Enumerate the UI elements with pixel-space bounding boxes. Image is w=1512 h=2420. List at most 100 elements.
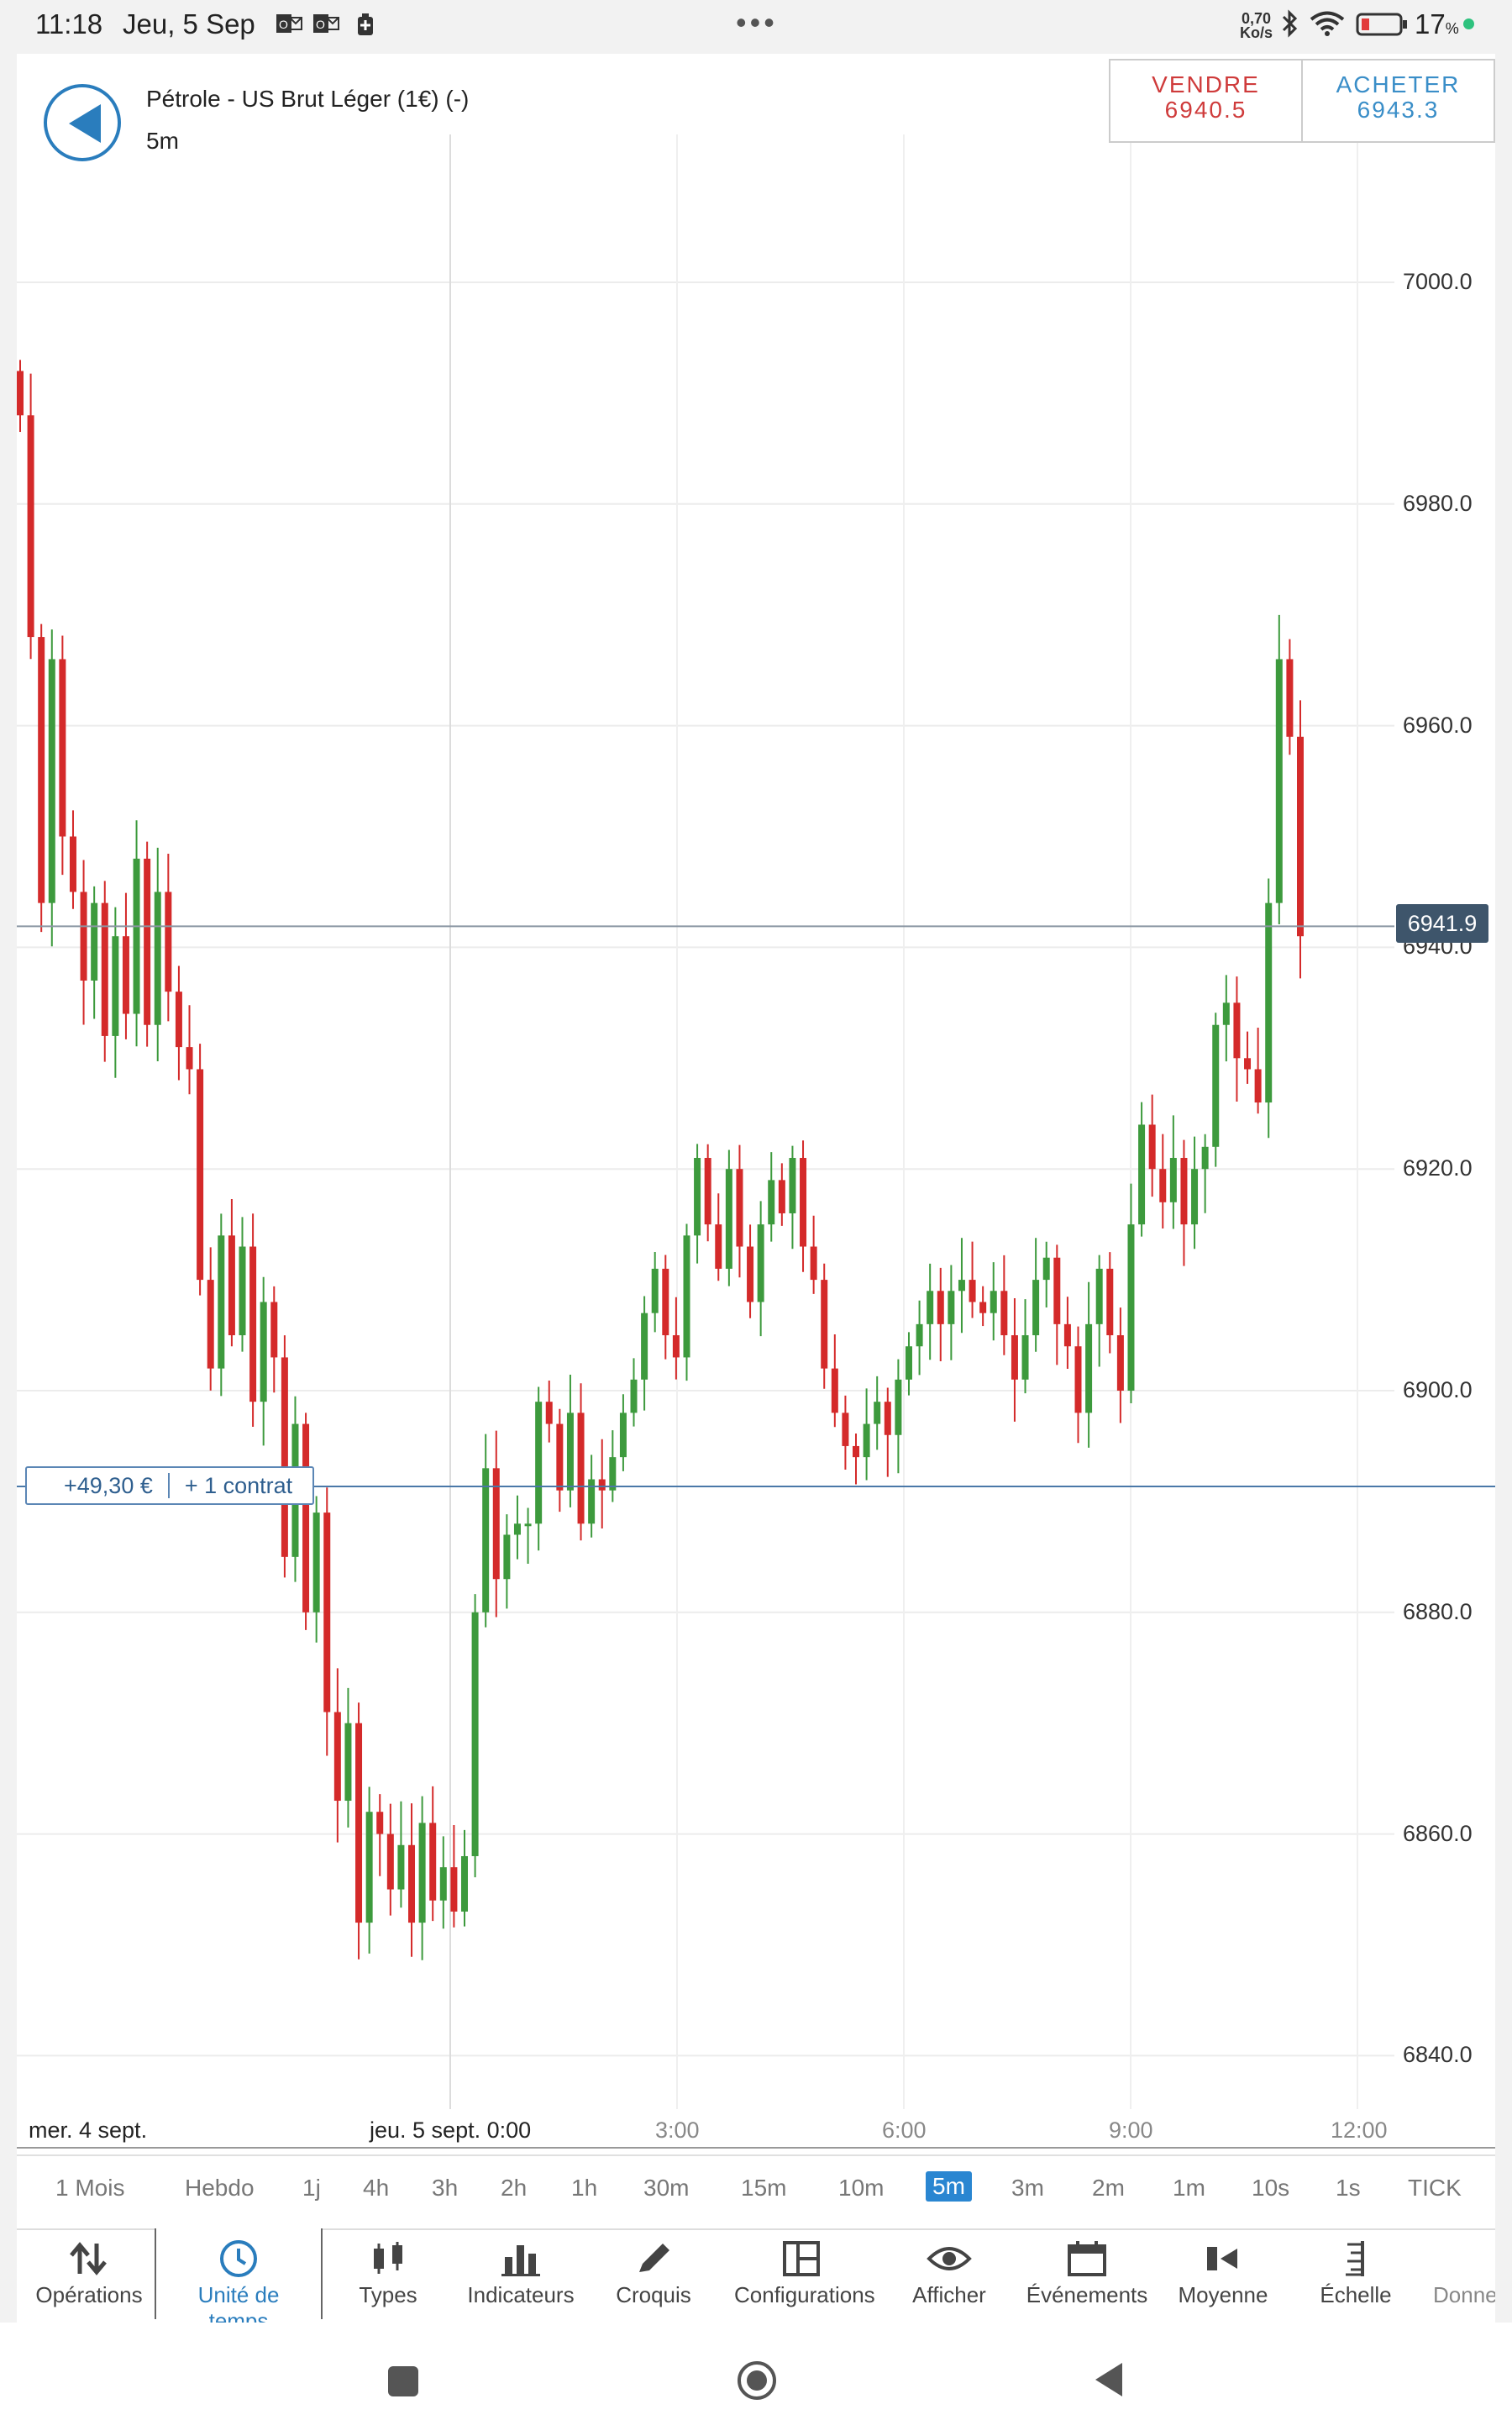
tool-label: Types	[359, 2282, 417, 2307]
candle	[1254, 1028, 1262, 1114]
tool-configurations[interactable]: Configurations	[734, 2235, 875, 2308]
candle	[27, 373, 34, 660]
tool-evenements[interactable]: Événements	[1020, 2235, 1154, 2308]
candle	[471, 1594, 479, 1878]
candle	[344, 1687, 352, 1828]
price-tick-label: 6900.0	[1403, 1377, 1473, 1402]
candle	[1127, 1183, 1135, 1404]
position-line[interactable]	[17, 1486, 1495, 1487]
candle	[1074, 1326, 1082, 1444]
candle	[1286, 639, 1294, 755]
timeframe-10m[interactable]: 10m	[838, 2175, 885, 2201]
candle	[1063, 1297, 1071, 1370]
candle	[598, 1439, 606, 1528]
timeframe-1m[interactable]: 1m	[1173, 2175, 1205, 2201]
candle	[1053, 1244, 1061, 1365]
chart-area[interactable]	[17, 54, 1495, 2146]
buy-button[interactable]: ACHETER 6943.3	[1303, 60, 1494, 141]
tool-moyenne[interactable]: Moyenne	[1156, 2235, 1290, 2308]
chart-grid	[17, 134, 1495, 2149]
candle	[545, 1381, 553, 1443]
timeframe-1j[interactable]: 1j	[302, 2175, 321, 2201]
candle	[482, 1434, 490, 1628]
candle	[1042, 1241, 1050, 1307]
candle	[630, 1358, 638, 1427]
price-tick-label: 6920.0	[1403, 1155, 1473, 1181]
candle	[80, 860, 87, 1025]
timeframe-4h[interactable]: 4h	[363, 2175, 390, 2201]
candle	[577, 1383, 585, 1541]
candle	[355, 1702, 363, 1960]
candle	[1275, 614, 1283, 924]
back-nav-icon[interactable]	[1092, 2360, 1126, 2404]
timeframe-30m[interactable]: 30m	[643, 2175, 690, 2201]
candle	[312, 1496, 320, 1643]
tool-operations[interactable]: Opérations	[22, 2235, 156, 2308]
candle	[958, 1238, 965, 1334]
timeframe-3h[interactable]: 3h	[432, 2175, 459, 2201]
candle	[302, 1413, 310, 1630]
candle	[249, 1213, 257, 1428]
timeframe-1-mois[interactable]: 1 Mois	[55, 2175, 125, 2201]
candle	[1201, 1134, 1209, 1213]
timeframe-1s[interactable]: 1s	[1336, 2175, 1361, 2201]
candle	[683, 1223, 690, 1381]
position-pnl: +49,30 €	[27, 1473, 170, 1498]
position-badge[interactable]: +49,30 € + 1 contrat	[25, 1466, 314, 1505]
candle	[556, 1408, 564, 1512]
candle	[1106, 1252, 1114, 1354]
sell-button[interactable]: VENDRE 6940.5	[1110, 60, 1303, 141]
timeframe-3m[interactable]: 3m	[1011, 2175, 1044, 2201]
timeframe-2h[interactable]: 2h	[501, 2175, 528, 2201]
tool-afficher[interactable]: Afficher	[882, 2235, 1016, 2308]
average-icon	[1156, 2235, 1290, 2282]
candle	[895, 1359, 902, 1474]
candle	[694, 1144, 701, 1264]
calendar-icon	[1020, 2235, 1154, 2282]
price-tick-label: 6860.0	[1403, 1820, 1473, 1846]
home-icon[interactable]	[736, 2360, 778, 2406]
candle	[672, 1297, 680, 1380]
tool-types[interactable]: Types	[321, 2235, 455, 2308]
time-tick-label: mer. 4 sept.	[29, 2118, 148, 2143]
timeframe-tick[interactable]: TICK	[1408, 2175, 1462, 2201]
candle	[619, 1394, 627, 1471]
candle	[662, 1255, 669, 1360]
tool-indicateurs[interactable]: Indicateurs	[454, 2235, 588, 2308]
timeframe-10s[interactable]: 10s	[1252, 2175, 1290, 2201]
candle	[239, 1217, 246, 1352]
data-icon	[1411, 2235, 1495, 2282]
instrument-name: Pétrole - US Brut Léger (1€) (-)	[146, 86, 470, 112]
candle	[979, 1286, 987, 1327]
tool-unite-de-temps[interactable]: Unité de temps	[171, 2235, 306, 2334]
price-tick-label: 6980.0	[1403, 490, 1473, 516]
candle	[197, 1044, 204, 1296]
tool-echelle[interactable]: Échelle	[1289, 2235, 1423, 2308]
timeframe-5m[interactable]: 5m	[926, 2171, 972, 2202]
back-button[interactable]	[44, 84, 121, 161]
tool-donnees[interactable]: Donne	[1411, 2235, 1495, 2308]
candle	[990, 1262, 997, 1341]
timeframe-1h[interactable]: 1h	[571, 2175, 598, 2201]
candle	[757, 1201, 764, 1337]
timeframe-hebdo[interactable]: Hebdo	[185, 2175, 255, 2201]
candle	[1265, 878, 1273, 1139]
sell-price: 6940.5	[1164, 97, 1247, 123]
timeframe-15m[interactable]: 15m	[741, 2175, 787, 2201]
more-dots-icon[interactable]: •••	[736, 5, 778, 39]
candle	[228, 1199, 235, 1347]
time-tick-label: 9:00	[1109, 2118, 1153, 2143]
candle	[524, 1507, 532, 1565]
last-price-tag: 6941.9	[1396, 904, 1488, 943]
candle	[1095, 1255, 1103, 1367]
candle	[386, 1803, 394, 1916]
recents-icon[interactable]	[388, 2366, 418, 2396]
candle	[503, 1514, 511, 1609]
tool-label: Donne	[1433, 2282, 1495, 2307]
candlestick-series	[17, 360, 1304, 1960]
buy-price: 6943.3	[1357, 97, 1440, 123]
tool-croquis[interactable]: Croquis	[586, 2235, 721, 2308]
tool-label: Événements	[1026, 2282, 1148, 2307]
timeframe-2m[interactable]: 2m	[1092, 2175, 1125, 2201]
